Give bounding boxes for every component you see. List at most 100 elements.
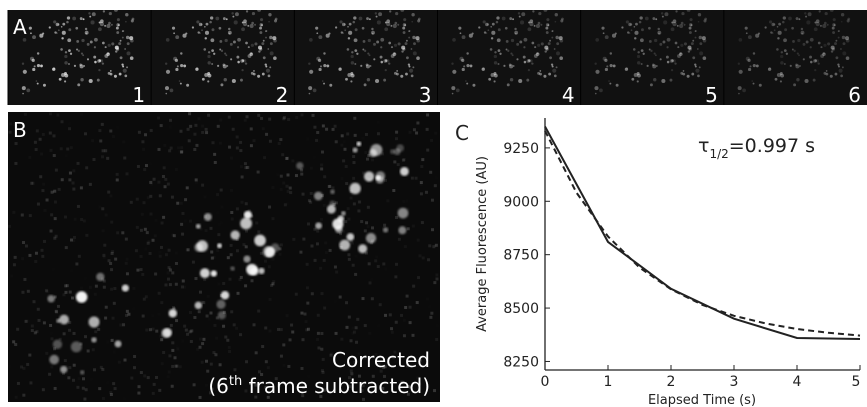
- speck: [773, 29, 776, 32]
- speck: [354, 63, 357, 66]
- speck: [108, 21, 111, 25]
- noise: [360, 220, 364, 224]
- noise: [364, 251, 368, 255]
- noise: [428, 244, 432, 248]
- x-tick-label: 0: [541, 374, 550, 390]
- speck: [319, 65, 323, 68]
- noise: [376, 132, 380, 136]
- speck: [383, 59, 388, 63]
- noise: [44, 288, 48, 292]
- noise: [56, 304, 60, 308]
- noise: [313, 125, 317, 129]
- noise: [27, 320, 30, 323]
- noise: [417, 276, 421, 280]
- noise: [268, 117, 272, 121]
- noise: [224, 335, 228, 339]
- noise: [364, 151, 367, 154]
- speck: [536, 52, 539, 55]
- speck: [612, 64, 616, 68]
- speck: [53, 20, 57, 24]
- speck: [670, 27, 675, 32]
- speck: [499, 52, 502, 55]
- speck: [67, 38, 72, 43]
- speck: [689, 18, 693, 22]
- speck: [22, 38, 27, 42]
- noise: [41, 189, 45, 193]
- speck: [82, 18, 85, 21]
- noise: [236, 291, 240, 295]
- noise: [340, 144, 343, 147]
- speck: [675, 10, 678, 13]
- speck: [626, 31, 630, 34]
- annotation: τ1/2=0.997 s: [698, 135, 815, 161]
- noise: [130, 376, 134, 380]
- noise: [415, 301, 419, 305]
- noise: [154, 375, 158, 379]
- noise: [219, 188, 223, 192]
- noise: [175, 168, 178, 171]
- speck: [343, 23, 346, 26]
- noise: [419, 192, 423, 196]
- noise: [36, 307, 40, 311]
- speck: [265, 36, 267, 39]
- noise: [316, 313, 320, 317]
- speck: [601, 26, 605, 30]
- noise: [55, 310, 59, 314]
- speck: [40, 64, 43, 68]
- noise: [12, 340, 16, 344]
- noise: [370, 297, 374, 301]
- noise: [259, 251, 263, 255]
- speck: [165, 69, 171, 74]
- noise: [350, 241, 354, 245]
- noise: [310, 244, 314, 248]
- speck: [551, 65, 554, 68]
- noise: [307, 199, 311, 203]
- noise: [417, 382, 421, 386]
- noise: [56, 113, 60, 117]
- noise: [161, 174, 165, 178]
- speck: [810, 60, 813, 64]
- speck: [228, 32, 231, 35]
- speck: [367, 52, 370, 55]
- noise: [146, 376, 150, 380]
- speck: [481, 67, 485, 71]
- speck: [521, 12, 526, 17]
- speck: [197, 31, 200, 34]
- speck: [494, 51, 497, 54]
- speck: [178, 80, 181, 82]
- noise: [216, 211, 219, 214]
- speck: [654, 38, 658, 43]
- speck: [60, 25, 63, 28]
- speck: [174, 58, 179, 63]
- noise: [176, 345, 179, 348]
- speck: [497, 63, 500, 66]
- noise: [103, 349, 106, 352]
- noise: [8, 365, 11, 368]
- noise: [433, 281, 437, 285]
- speck: [516, 42, 520, 46]
- speck: [115, 26, 119, 30]
- x-tick-label: 2: [667, 374, 676, 390]
- noise: [101, 396, 105, 400]
- speck: [683, 23, 686, 26]
- noise: [53, 295, 57, 299]
- noise: [114, 257, 118, 261]
- noise: [292, 237, 296, 241]
- speck: [752, 52, 756, 55]
- speck: [226, 65, 229, 67]
- noise: [34, 251, 38, 255]
- fit-line: [544, 130, 861, 337]
- noise: [79, 342, 83, 346]
- noise: [88, 182, 92, 186]
- speck: [36, 52, 40, 55]
- noise: [379, 369, 383, 373]
- noise: [315, 138, 319, 142]
- speck: [30, 32, 32, 35]
- noise: [347, 253, 351, 257]
- noise: [172, 234, 176, 238]
- noise: [81, 386, 85, 390]
- noise: [112, 382, 116, 386]
- speck: [21, 62, 25, 65]
- noise: [136, 164, 140, 168]
